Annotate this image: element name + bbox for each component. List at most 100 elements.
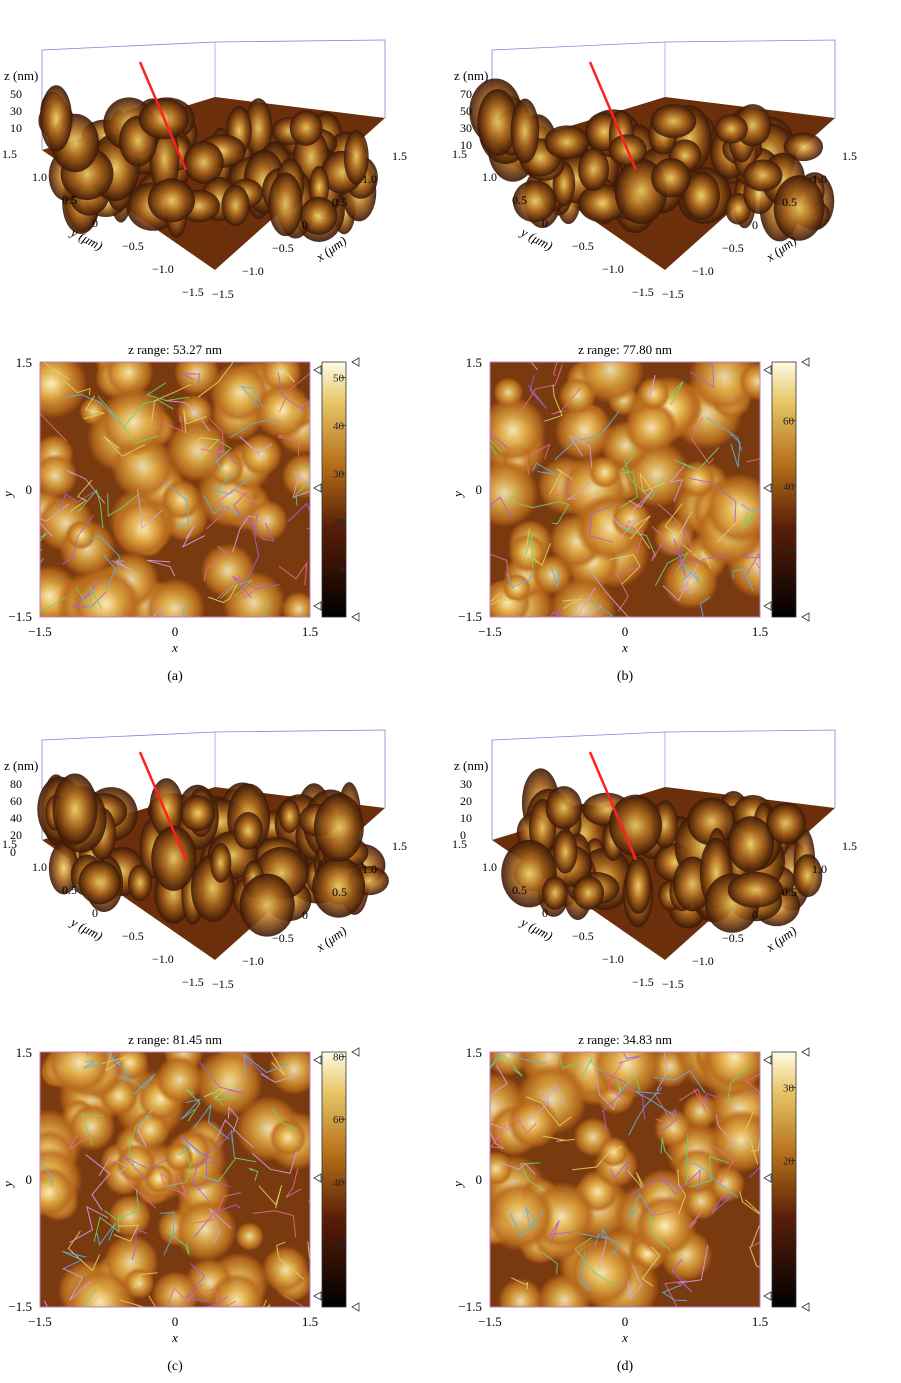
map-x-tick: −1.5 [478,624,502,639]
panel-svg: z (nm) 50 30 10 1.5 1.0 0.5 0 −0.5 −1.0 −1.5 1.5 1.0… [0,39,407,684]
x-axis-label: x (μm) [312,923,349,955]
map-x-label: x [621,640,628,655]
map-x-tick: −1.5 [28,1314,52,1329]
y-tick-label: 1.5 [2,837,17,851]
panel-caption: (c) [167,1359,183,1374]
map-x-label: x [171,640,178,655]
x-tick-label: 1.5 [392,839,407,853]
z-tick-label: 40 [10,811,22,825]
z-axis-label: z (nm) [4,758,38,773]
y-tick-label: −1.0 [602,262,624,276]
z-tick-label: 30 [460,121,472,135]
map-x-tick: 0 [172,1314,179,1329]
map-x-tick: −1.5 [28,624,52,639]
panel-svg: z (nm) 80 60 40 20 0 1.5 1.0 0.5 0 −0.5 −1.0 −1.5 1.5… [0,729,407,1374]
x-tick-label: −0.5 [272,241,294,255]
panel-svg: z (nm)705030101.51.00.50−0.5−1.0−1.51.51… [450,39,857,684]
y-tick-label: −0.5 [122,239,144,253]
y-tick-label: −1.0 [602,952,624,966]
height-map: z range: 81.45 nm −1.5 0 1.5 1.5 0 −1.5 x y 80 60 4… [0,1032,360,1345]
surface-plot: z (nm)8060402001.51.00.50−0.5−1.0−1.51.5… [2,729,407,991]
colorbar-tick: 30 [333,468,345,480]
map-y-tick: −1.5 [8,1299,32,1314]
map-y-tick: 1.5 [466,355,482,370]
colorbar: 30 20 10 [763,1047,810,1312]
height-map: z range: 34.83 nm −1.5 0 1.5 1.5 0 −1.5 x y 30 20 1… [450,1032,810,1345]
surface-plot: z (nm)705030101.51.00.50−0.5−1.0−1.51.51… [452,39,857,301]
map-y-tick: 1.5 [16,355,32,370]
x-tick-label: 1.0 [812,862,827,876]
y-axis-label: y (μm) [67,913,105,943]
map-title: z range: 34.83 nm [578,1032,672,1047]
x-tick-label: 0 [302,218,308,232]
x-tick-label: −1.5 [212,287,234,301]
colorbar-tick: 60 [333,1114,345,1126]
map-y-label: y [450,491,465,499]
map-y-tick: 0 [476,482,483,497]
y-axis-label: y (μm) [517,913,555,943]
x-tick-label: 1.5 [392,149,407,163]
map-x-tick: 1.5 [302,624,318,639]
x-tick-label: −0.5 [722,931,744,945]
map-x-tick: 0 [622,1314,629,1329]
map-x-tick: 1.5 [752,1314,768,1329]
map-title: z range: 53.27 nm [128,342,222,357]
z-tick-label: 0 [460,828,466,842]
y-tick-label: 1.0 [482,170,497,184]
x-tick-label: 0.5 [332,195,347,209]
map-y-label: y [0,491,15,499]
panel-caption: (a) [167,669,183,684]
x-tick-label: −1.5 [212,977,234,991]
z-tick-label: 20 [10,828,22,842]
y-tick-label: 1.0 [32,170,47,184]
z-axis-label: z (nm) [454,758,488,773]
x-tick-label: −0.5 [272,931,294,945]
y-tick-label: 0 [92,906,98,920]
y-tick-label: 1.0 [32,860,47,874]
y-axis-label: y (μm) [517,223,555,253]
y-tick-label: 0.5 [512,883,527,897]
map-x-label: x [621,1330,628,1345]
x-tick-label: 1.0 [812,172,827,186]
map-title: z range: 77.80 nm [578,342,672,357]
map-y-tick: −1.5 [8,609,32,624]
x-tick-label: 0.5 [782,195,797,209]
y-tick-label: −1.5 [632,285,654,299]
z-tick-label: 10 [460,811,472,825]
y-tick-label: 0.5 [62,883,77,897]
map-x-tick: 0 [622,624,629,639]
y-tick-label: −1.5 [182,285,204,299]
map-y-label: y [450,1181,465,1189]
z-tick-label: 20 [460,794,472,808]
map-y-tick: 0 [26,482,33,497]
y-tick-label: −1.5 [182,975,204,989]
map-y-tick: 0 [476,1172,483,1187]
x-tick-label: −0.5 [722,241,744,255]
y-tick-label: −0.5 [122,929,144,943]
colorbar-tick: 10 [333,564,345,576]
colorbar: 50 40 30 20 10 [313,357,360,622]
colorbar-tick: 80 [333,1052,345,1064]
figure-panel-d: z (nm) 30 20 10 0 1.5 1.0 0.5 0 −0.5 −1.0 −1.5 1.5 1.… [450,690,900,1378]
z-tick-label: 60 [10,794,22,808]
y-tick-label: 0 [92,216,98,230]
surface-plot: z (nm) 50 30 10 1.5 1.0 0.5 0 −0.5 −1.0 −1.5 1.5 1.0… [2,39,407,301]
z-tick-label: 10 [460,138,472,152]
map-y-tick: −1.5 [458,1299,482,1314]
map-y-tick: −1.5 [458,609,482,624]
y-tick-label: 0 [542,906,548,920]
x-tick-label: −1.5 [662,287,684,301]
colorbar-tick: 40 [783,481,795,493]
colorbar-tick: 20 [783,546,795,558]
colorbar-tick: 60 [783,415,795,427]
colorbar-tick: 50 [333,373,345,385]
x-tick-label: 0.5 [782,885,797,899]
x-tick-label: −1.0 [692,264,714,278]
y-tick-label: −1.0 [152,262,174,276]
colorbar-tick: 10 [783,1229,795,1241]
map-y-tick: 0 [26,1172,33,1187]
figure-panel-a: z (nm) 50 30 10 1.5 1.0 0.5 0 −0.5 −1.0 −1.5 1.5 1.0… [0,0,450,688]
map-y-tick: 1.5 [16,1045,32,1060]
height-map: z range: 77.80 nm −1.5 0 1.5 1.5 0 −1.5 x y 60 40 2… [450,342,810,655]
x-tick-label: −1.0 [242,954,264,968]
